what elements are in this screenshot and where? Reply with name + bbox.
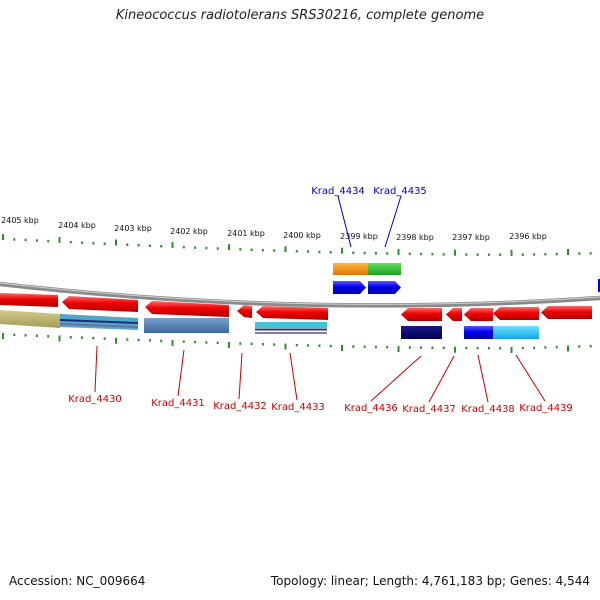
feature-bar[interactable] [401,326,442,339]
accession-text: Accession: NC_009664 [9,574,146,588]
feature-bar[interactable] [255,322,327,328]
topology-text: Topology: linear; Length: 4,761,183 bp; … [270,574,590,588]
forward-features[interactable] [333,263,600,294]
scale-label: 2398 kbp [396,233,434,242]
scale-label: 2399 kbp [340,232,378,241]
feature-bar[interactable] [464,326,493,339]
gene-label-krad-4431[interactable]: Krad_4431 [151,398,205,409]
feature-bar[interactable] [333,263,368,275]
gene-arrow-krad-4434[interactable] [333,281,366,294]
gene-arrow-krad-4437[interactable] [446,308,462,321]
scale-label: 2396 kbp [509,232,547,241]
gene-label-krad-4430[interactable]: Krad_4430 [68,394,122,405]
gene-label-krad-4437[interactable]: Krad_4437 [402,404,456,415]
scale-labels: 2405 kbp 2404 kbp 2403 kbp 2402 kbp 2401… [1,216,547,242]
map-title: Kineococcus radiotolerans SRS30216, comp… [115,8,485,23]
gene-label-krad-4435[interactable]: Krad_4435 [373,186,427,197]
scale-label: 2403 kbp [114,224,152,233]
gene-arrow-krad-4430[interactable] [62,296,138,312]
gene-arrow-krad-4431[interactable] [145,301,229,317]
scale-ticks-bottom [2,333,592,353]
scale-label: 2404 kbp [58,221,96,230]
scale-label: 2402 kbp [170,227,208,236]
gene-arrow-krad-4435[interactable] [368,281,401,294]
scale-label: 2400 kbp [283,231,321,240]
gene-label-krad-4434[interactable]: Krad_4434 [311,186,365,197]
feature-bar[interactable] [368,263,401,275]
scale-ticks-top [2,234,592,256]
gene-label-krad-4436[interactable]: Krad_4436 [344,403,398,414]
gene-arrow[interactable] [541,306,592,319]
leader-lines-bottom [94,345,546,403]
genome-backbone [0,281,600,308]
feature-bar[interactable] [144,318,229,333]
gene-label-krad-4432[interactable]: Krad_4432 [213,401,267,412]
gene-label-krad-4433[interactable]: Krad_4433 [271,402,325,413]
gene-label-krad-4438[interactable]: Krad_4438 [461,404,515,415]
gene-arrow-krad-4433[interactable] [256,306,328,320]
scale-label: 2397 kbp [452,233,490,242]
feature-bar[interactable] [493,326,539,339]
scale-label: 2401 kbp [227,229,265,238]
gene-arrow-krad-4438[interactable] [464,308,493,321]
feature-bar[interactable] [0,310,60,328]
gene-label-krad-4439[interactable]: Krad_4439 [519,403,573,414]
gene-arrow-krad-4439[interactable] [493,307,539,320]
gene-arrow-krad-4429[interactable] [0,293,58,307]
gene-arrow-krad-4432[interactable] [237,305,252,318]
reverse-features[interactable] [0,293,592,339]
gene-arrow-krad-4436[interactable] [401,308,442,321]
leader-lines-top [337,195,402,248]
scale-label: 2405 kbp [1,216,39,225]
